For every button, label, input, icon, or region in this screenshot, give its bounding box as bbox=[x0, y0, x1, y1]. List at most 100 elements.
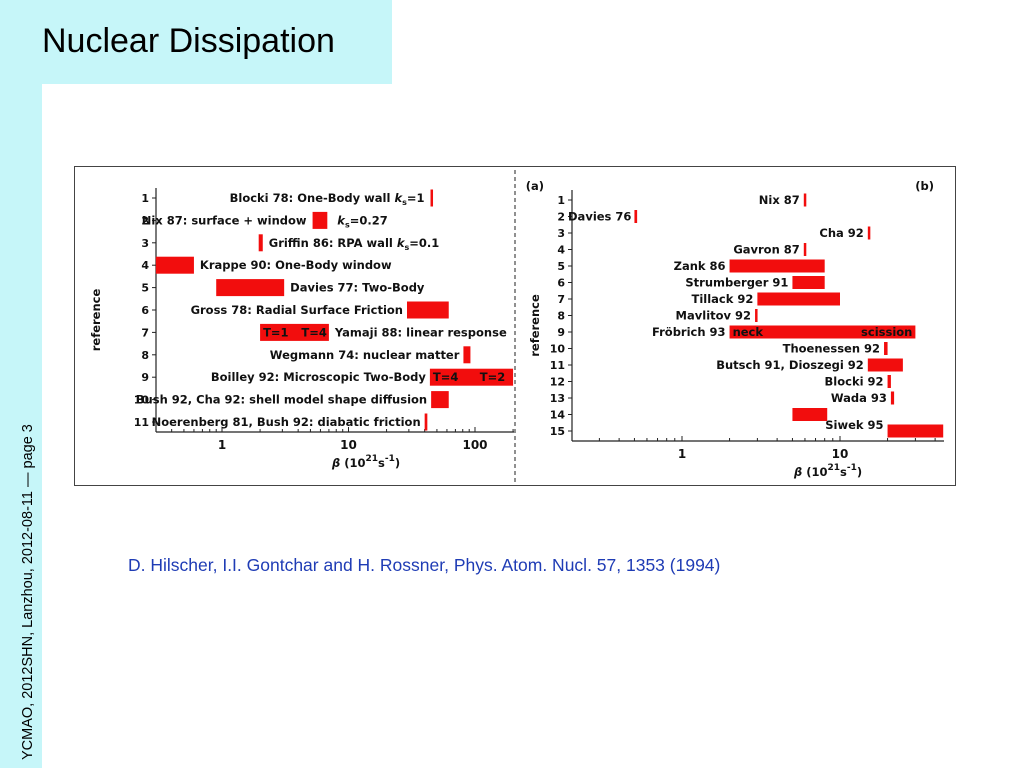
bar-text: T=4 bbox=[301, 325, 326, 339]
bar-label-ref-3: Cha 92 bbox=[819, 226, 863, 240]
y-tick-label: 1 bbox=[557, 194, 565, 207]
y-tick-label: 11 bbox=[550, 359, 565, 372]
x-axis-label: β (1021s-1) bbox=[331, 454, 400, 470]
y-axis-label: reference bbox=[528, 294, 542, 357]
y-tick-label: 2 bbox=[557, 211, 565, 224]
bar-text: neck bbox=[733, 325, 764, 339]
bar-ref-10 bbox=[431, 391, 449, 409]
bar-ref-4 bbox=[155, 256, 194, 274]
bar-after-label-ref-2: ks=0.27 bbox=[337, 213, 387, 229]
bar-text: T=1 bbox=[263, 325, 288, 339]
x-tick-label: 1 bbox=[218, 438, 226, 452]
y-tick-label: 3 bbox=[557, 227, 565, 240]
bar-label-ref-2: Nix 87: surface + window bbox=[142, 213, 307, 227]
side-footer-text: YCMAO, 2012SHN, Lanzhou, 2012-08-11 — pa… bbox=[20, 424, 36, 760]
bar-label-ref-9: Fröbrich 93 bbox=[652, 325, 726, 339]
panel-label: (a) bbox=[526, 179, 544, 193]
bar-label-ref-11: Noerenberg 81, Bush 92: diabatic frictio… bbox=[152, 415, 421, 429]
x-tick-label: 10 bbox=[340, 438, 357, 452]
bar-ref-1 bbox=[430, 189, 434, 207]
y-tick-label: 8 bbox=[557, 310, 565, 323]
y-tick-label: 12 bbox=[550, 376, 565, 389]
y-tick-label: 5 bbox=[141, 282, 149, 295]
bar-ref-14 bbox=[792, 408, 828, 421]
bar-label-ref-5: Zank 86 bbox=[674, 259, 726, 273]
bar-ref-5 bbox=[729, 259, 825, 273]
y-tick-label: 2 bbox=[141, 214, 149, 227]
bar-label-ref-2: Davies 76 bbox=[568, 210, 631, 224]
bar-label-ref-15: Siwek 95 bbox=[825, 418, 883, 432]
bar-label-ref-7: Tillack 92 bbox=[691, 292, 753, 306]
bar-ref-7 bbox=[260, 323, 329, 341]
bar-text: T=2 bbox=[480, 370, 505, 384]
y-tick-label: 10 bbox=[550, 343, 566, 356]
bar-ref-15 bbox=[887, 424, 944, 438]
bar-ref-11 bbox=[867, 358, 903, 372]
y-tick-label: 8 bbox=[141, 349, 149, 362]
bar-ref-8 bbox=[463, 346, 471, 364]
y-tick-label: 6 bbox=[141, 304, 149, 317]
bar-label-ref-10: Thoenessen 92 bbox=[783, 342, 880, 356]
y-tick-label: 4 bbox=[141, 259, 149, 272]
x-tick-label: 10 bbox=[832, 447, 849, 461]
bar-ref-6 bbox=[792, 276, 825, 289]
bar-label-ref-5: Davies 77: Two-Body bbox=[290, 281, 425, 295]
y-tick-label: 1 bbox=[141, 192, 149, 205]
y-tick-label: 9 bbox=[141, 371, 149, 384]
bar-label-ref-3: Griffin 86: RPA wall ks=0.1 bbox=[269, 236, 440, 252]
bar-ref-3 bbox=[867, 226, 871, 240]
bar-label-ref-11: Butsch 91, Dioszegi 92 bbox=[716, 358, 864, 372]
y-tick-label: 5 bbox=[557, 260, 565, 273]
y-tick-label: 6 bbox=[557, 277, 565, 290]
bar-label-ref-12: Blocki 92 bbox=[825, 375, 884, 389]
bar-label-ref-1: Nix 87 bbox=[759, 193, 800, 207]
citation: D. Hilscher, I.I. Gontchar and H. Rossne… bbox=[128, 555, 721, 575]
y-tick-label: 7 bbox=[141, 326, 149, 339]
y-tick-label: 11 bbox=[134, 416, 149, 429]
bar-label-ref-13: Wada 93 bbox=[831, 391, 887, 405]
bar-ref-11 bbox=[424, 413, 428, 431]
bar-text: T=4 bbox=[433, 370, 458, 384]
bar-ref-7 bbox=[757, 292, 840, 306]
bar-label-ref-4: Gavron 87 bbox=[733, 243, 799, 257]
bar-label-ref-8: Mavlitov 92 bbox=[676, 309, 752, 323]
bar-label-ref-8: Wegmann 74: nuclear matter bbox=[270, 348, 460, 362]
x-axis-label: β (1021s-1) bbox=[793, 463, 862, 479]
panel-label: (b) bbox=[915, 179, 934, 193]
bar-label-ref-1: Blocki 78: One-Body wall ks=1 bbox=[230, 191, 425, 207]
y-tick-label: 10 bbox=[134, 394, 150, 407]
bar-label-ref-10: Bush 92, Cha 92: shell model shape diffu… bbox=[136, 393, 427, 407]
bar-ref-2 bbox=[312, 211, 328, 229]
y-tick-label: 7 bbox=[557, 293, 565, 306]
bar-ref-4 bbox=[803, 243, 807, 256]
bar-label-ref-6: Strumberger 91 bbox=[685, 276, 788, 290]
bar-ref-1 bbox=[803, 193, 807, 207]
x-tick-label: 100 bbox=[462, 438, 487, 452]
y-tick-label: 9 bbox=[557, 326, 565, 339]
bar-ref-8 bbox=[755, 309, 758, 322]
bar-ref-5 bbox=[216, 279, 285, 297]
bar-ref-3 bbox=[258, 234, 263, 252]
title-background bbox=[0, 0, 392, 84]
bar-label-ref-7: Yamaji 88: linear response bbox=[334, 325, 507, 339]
bar-ref-2 bbox=[634, 210, 638, 223]
y-axis-label: reference bbox=[89, 289, 103, 352]
slide-title: Nuclear Dissipation bbox=[42, 22, 335, 60]
y-tick-label: 15 bbox=[550, 425, 565, 438]
y-tick-label: 14 bbox=[550, 409, 566, 422]
bar-ref-6 bbox=[406, 301, 449, 319]
y-tick-label: 3 bbox=[141, 237, 149, 250]
bar-ref-12 bbox=[887, 375, 891, 388]
bar-ref-9 bbox=[729, 325, 916, 339]
bar-label-ref-9: Boilley 92: Microscopic Two-Body bbox=[211, 370, 427, 384]
x-tick-label: 1 bbox=[678, 447, 686, 461]
bar-ref-9 bbox=[429, 368, 514, 386]
bar-ref-13 bbox=[890, 391, 895, 405]
bar-label-ref-4: Krappe 90: One-Body window bbox=[200, 258, 392, 272]
figure-frame: 1 2 3 4 5 6 7 8 9 10 11 1 10 100 reference β (1021s-1)(… bbox=[74, 166, 956, 486]
left-side-strip bbox=[0, 84, 42, 768]
bar-ref-10 bbox=[884, 342, 888, 355]
y-tick-label: 4 bbox=[557, 244, 565, 257]
bar-text: scission bbox=[861, 325, 912, 339]
